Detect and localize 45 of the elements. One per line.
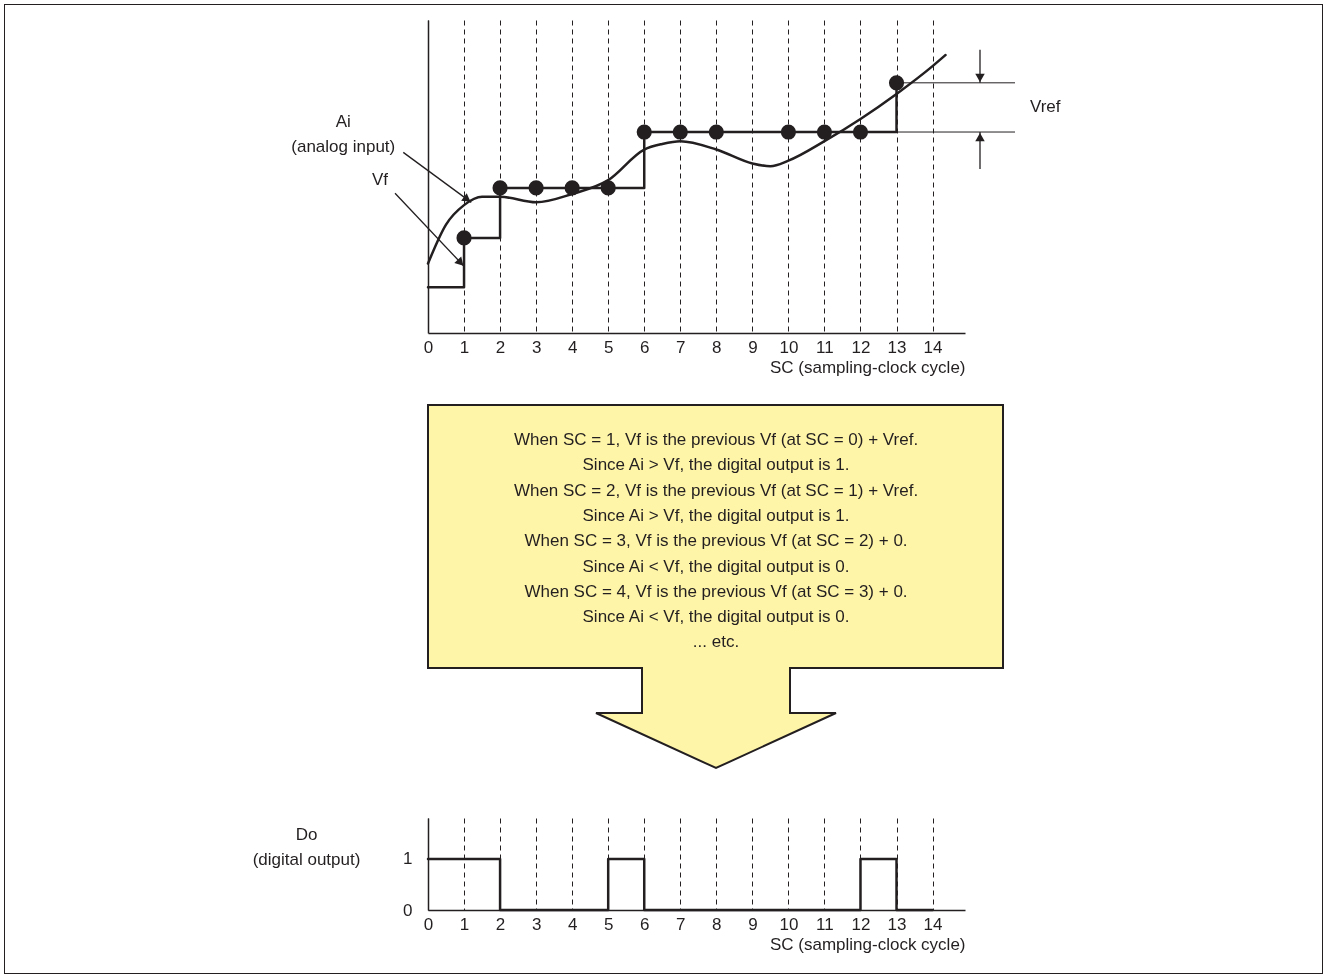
x-tick-label: 3 — [531, 914, 542, 934]
text: When SC = 2, Vf is the previous Vf (at SC = 1) + Vref. — [513, 480, 919, 500]
annotation: Ai (analog input) — [291, 112, 396, 157]
text: When SC = 4, Vf is the previous Vf (at SC = 3) + 0. — [524, 581, 908, 601]
x-tick-label: 5 — [603, 914, 614, 934]
x-tick-label: 6 — [640, 337, 650, 357]
x-tick-label: 12 — [851, 337, 871, 357]
x-axis-title: SC (sampling-clock cycle) — [769, 934, 966, 954]
x-tick-label: 6 — [640, 914, 650, 934]
x-tick-label: 8 — [712, 914, 722, 934]
x-tick-label: 1 — [459, 337, 470, 357]
text: Since Ai < Vf, the digital output is 0. — [582, 607, 850, 627]
x-tick-label: 2 — [495, 914, 506, 934]
x-tick-label: 14 — [923, 914, 943, 934]
x-tick-label: 13 — [887, 337, 907, 357]
text: Since Ai < Vf, the digital output is 0. — [582, 556, 850, 576]
text: Since Ai > Vf, the digital output is 1. — [582, 505, 850, 525]
x-tick-label: 13 — [887, 914, 907, 934]
x-tick-label: 14 — [923, 337, 943, 357]
x-tick-label: 12 — [851, 914, 871, 934]
text: When SC = 1, Vf is the previous Vf (at SC = 0) + Vref. — [513, 430, 919, 449]
x-tick-label: 2 — [495, 337, 506, 357]
x-tick-label: 0 — [423, 337, 434, 357]
x-tick-label: 5 — [603, 337, 614, 357]
x-tick-label: 4 — [567, 337, 578, 357]
x-tick-label: 10 — [779, 914, 799, 934]
x-tick-label: 9 — [748, 914, 758, 934]
text: When SC = 3, Vf is the previous Vf (at SC = 2) + 0. — [524, 531, 908, 551]
x-tick-label: 11 — [816, 337, 834, 357]
annotation: Vf — [372, 170, 389, 190]
x-tick-label: 8 — [712, 337, 722, 357]
x-tick-label: 11 — [816, 914, 834, 934]
ref-line-label: Vref — [1030, 97, 1061, 117]
x-tick-label: 7 — [676, 914, 686, 934]
x-tick-label: 1 — [459, 914, 470, 934]
x-tick-label: 3 — [531, 337, 542, 357]
y-axis-title: Do (digital output) — [252, 824, 361, 869]
x-tick-label: 10 — [779, 337, 799, 357]
x-tick-label: 0 — [423, 914, 434, 934]
x-axis-title: SC (sampling-clock cycle) — [769, 357, 966, 377]
text: ... etc. — [692, 632, 740, 652]
x-tick-label: 4 — [567, 914, 578, 934]
x-tick-label: 7 — [676, 337, 686, 357]
x-tick-label: 9 — [748, 337, 758, 357]
text: Since Ai > Vf, the digital output is 1. — [582, 455, 850, 475]
